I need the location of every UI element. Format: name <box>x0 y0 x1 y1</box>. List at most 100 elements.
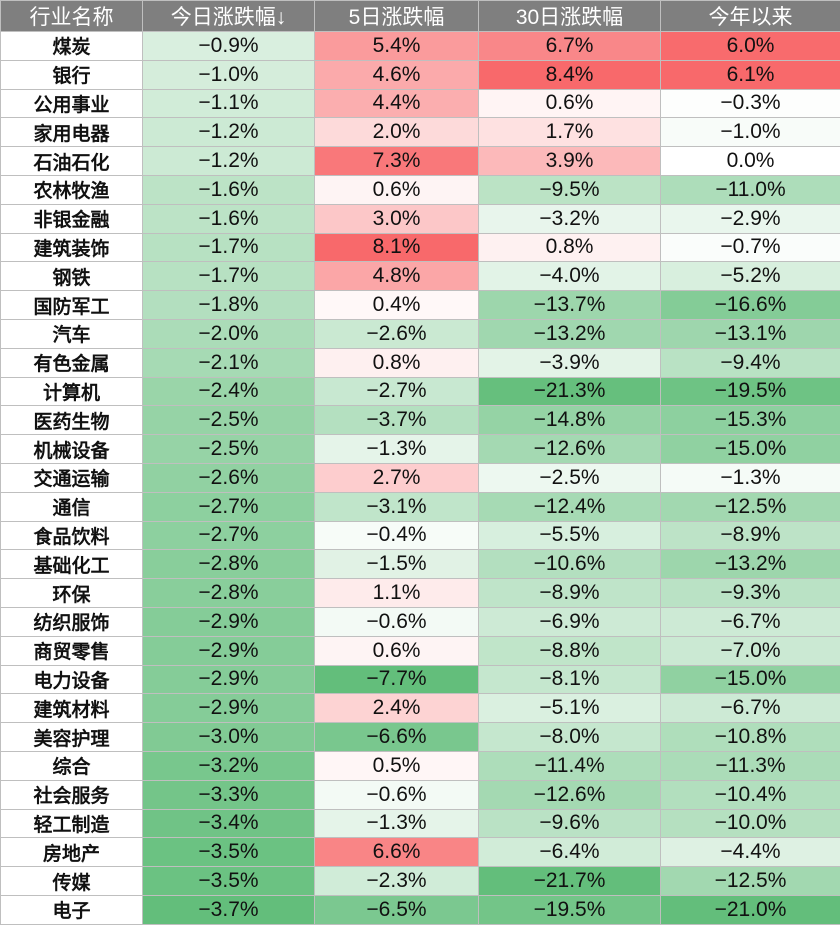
30day-change-cell: −8.8% <box>478 635 661 666</box>
30day-change-cell: −9.5% <box>478 174 661 205</box>
5day-change-cell: −3.7% <box>314 405 479 436</box>
table-row: 电力设备 −2.9% −7.7% −8.1% −15.0% <box>0 664 840 695</box>
5day-change-cell: 0.6% <box>314 635 479 666</box>
industry-name-cell: 社会服务 <box>0 779 143 810</box>
industry-name-cell: 轻工制造 <box>0 808 143 839</box>
30day-change-cell: −10.6% <box>478 549 661 580</box>
table-row: 石油石化 −1.2% 7.3% 3.9% 0.0% <box>0 146 840 176</box>
table-row: 纺织服饰 −2.9% −0.6% −6.9% −6.7% <box>0 606 840 637</box>
table-row: 非银金融 −1.6% 3.0% −3.2% −2.9% <box>0 203 840 234</box>
5day-change-cell: −1.5% <box>314 549 479 580</box>
today-change-cell: −3.2% <box>142 750 315 781</box>
30day-change-cell: −5.5% <box>478 520 661 551</box>
industry-name-cell: 食品饮料 <box>0 520 143 551</box>
table-row: 计算机 −2.4% −2.7% −21.3% −19.5% <box>0 376 840 407</box>
table-row: 家用电器 −1.2% 2.0% 1.7% −1.0% <box>0 117 840 148</box>
today-change-cell: −1.8% <box>142 290 315 320</box>
header-ytd-change[interactable]: 今年以来 <box>660 0 840 32</box>
30day-change-cell: −8.9% <box>478 578 661 608</box>
table-row: 商贸零售 −2.9% 0.6% −8.8% −7.0% <box>0 635 840 666</box>
ytd-change-cell: −1.0% <box>660 117 840 148</box>
5day-change-cell: 1.1% <box>314 578 479 608</box>
today-change-cell: −3.3% <box>142 779 315 810</box>
30day-change-cell: 1.7% <box>478 117 661 148</box>
ytd-change-cell: −21.0% <box>660 894 840 925</box>
5day-change-cell: −3.1% <box>314 491 479 522</box>
today-change-cell: −2.9% <box>142 635 315 666</box>
industry-name-cell: 机械设备 <box>0 434 143 464</box>
header-30day-change[interactable]: 30日涨跌幅 <box>478 0 661 32</box>
ytd-change-cell: −2.9% <box>660 203 840 234</box>
table-row: 建筑装饰 −1.7% 8.1% 0.8% −0.7% <box>0 232 840 263</box>
ytd-change-cell: −15.0% <box>660 434 840 464</box>
30day-change-cell: −11.4% <box>478 750 661 781</box>
industry-name-cell: 建筑材料 <box>0 693 143 724</box>
table-row: 社会服务 −3.3% −0.6% −12.6% −10.4% <box>0 779 840 810</box>
30day-change-cell: −12.6% <box>478 434 661 464</box>
industry-name-cell: 通信 <box>0 491 143 522</box>
today-change-cell: −3.5% <box>142 837 315 868</box>
ytd-change-cell: −15.3% <box>660 405 840 436</box>
30day-change-cell: 3.9% <box>478 146 661 176</box>
industry-name-cell: 医药生物 <box>0 405 143 436</box>
today-change-cell: −1.2% <box>142 117 315 148</box>
table-row: 综合 −3.2% 0.5% −11.4% −11.3% <box>0 750 840 781</box>
ytd-change-cell: −12.5% <box>660 491 840 522</box>
today-change-cell: −2.0% <box>142 318 315 349</box>
30day-change-cell: 8.4% <box>478 59 661 90</box>
ytd-change-cell: −12.5% <box>660 866 840 896</box>
industry-name-cell: 银行 <box>0 59 143 90</box>
table-row: 传媒 −3.5% −2.3% −21.7% −12.5% <box>0 866 840 896</box>
today-change-cell: −1.0% <box>142 59 315 90</box>
table-row: 机械设备 −2.5% −1.3% −12.6% −15.0% <box>0 434 840 464</box>
table-row: 美容护理 −3.0% −6.6% −8.0% −10.8% <box>0 722 840 752</box>
industry-name-cell: 公用事业 <box>0 88 143 119</box>
table-row: 钢铁 −1.7% 4.8% −4.0% −5.2% <box>0 261 840 292</box>
30day-change-cell: −12.4% <box>478 491 661 522</box>
5day-change-cell: 0.8% <box>314 347 479 378</box>
table-row: 环保 −2.8% 1.1% −8.9% −9.3% <box>0 578 840 608</box>
industry-name-cell: 交通运输 <box>0 462 143 493</box>
header-today-change[interactable]: 今日涨跌幅↓ <box>142 0 315 32</box>
30day-change-cell: −3.9% <box>478 347 661 378</box>
30day-change-cell: −5.1% <box>478 693 661 724</box>
30day-change-cell: −8.0% <box>478 722 661 752</box>
today-change-cell: −2.9% <box>142 693 315 724</box>
industry-name-cell: 钢铁 <box>0 261 143 292</box>
5day-change-cell: −7.7% <box>314 664 479 695</box>
ytd-change-cell: −9.4% <box>660 347 840 378</box>
ytd-change-cell: −0.3% <box>660 88 840 119</box>
5day-change-cell: 4.8% <box>314 261 479 292</box>
header-row: 行业名称 今日涨跌幅↓ 5日涨跌幅 30日涨跌幅 今年以来 <box>0 0 840 32</box>
5day-change-cell: 4.4% <box>314 88 479 119</box>
ytd-change-cell: −1.3% <box>660 462 840 493</box>
5day-change-cell: −0.6% <box>314 779 479 810</box>
table-row: 电子 −3.7% −6.5% −19.5% −21.0% <box>0 894 840 925</box>
5day-change-cell: −6.6% <box>314 722 479 752</box>
ytd-change-cell: −4.4% <box>660 837 840 868</box>
header-industry-name[interactable]: 行业名称 <box>0 0 143 32</box>
today-change-cell: −1.2% <box>142 146 315 176</box>
5day-change-cell: 0.5% <box>314 750 479 781</box>
ytd-change-cell: −0.7% <box>660 232 840 263</box>
30day-change-cell: 0.6% <box>478 88 661 119</box>
table-row: 汽车 −2.0% −2.6% −13.2% −13.1% <box>0 318 840 349</box>
today-change-cell: −2.5% <box>142 405 315 436</box>
5day-change-cell: −0.4% <box>314 520 479 551</box>
ytd-change-cell: 0.0% <box>660 146 840 176</box>
industry-name-cell: 农林牧渔 <box>0 174 143 205</box>
30day-change-cell: −2.5% <box>478 462 661 493</box>
5day-change-cell: −6.5% <box>314 894 479 925</box>
header-5day-change[interactable]: 5日涨跌幅 <box>314 0 479 32</box>
ytd-change-cell: −11.0% <box>660 174 840 205</box>
ytd-change-cell: −10.8% <box>660 722 840 752</box>
table-body: 煤炭 −0.9% 5.4% 6.7% 6.0% 银行 −1.0% 4.6% 8.4% 6.1% 公用… <box>0 31 840 925</box>
today-change-cell: −2.9% <box>142 606 315 637</box>
industry-name-cell: 煤炭 <box>0 31 143 61</box>
industry-name-cell: 房地产 <box>0 837 143 868</box>
ytd-change-cell: −11.3% <box>660 750 840 781</box>
5day-change-cell: −2.7% <box>314 376 479 407</box>
table-row: 公用事业 −1.1% 4.4% 0.6% −0.3% <box>0 88 840 119</box>
ytd-change-cell: −8.9% <box>660 520 840 551</box>
5day-change-cell: 0.6% <box>314 174 479 205</box>
